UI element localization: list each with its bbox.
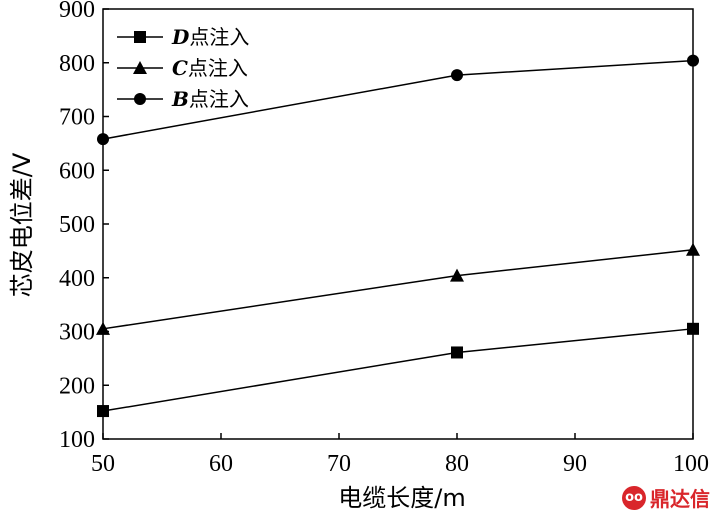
y-tick-label: 400 bbox=[59, 266, 95, 292]
data-point bbox=[687, 54, 699, 67]
x-tick-label: 90 bbox=[563, 451, 587, 477]
watermark-text: 鼎达信 bbox=[650, 487, 710, 511]
y-axis-title: 芯皮电位差/V bbox=[8, 152, 36, 297]
legend-marker bbox=[133, 61, 147, 74]
data-point bbox=[96, 321, 110, 335]
x-tick-label: 80 bbox=[445, 451, 469, 477]
series-c bbox=[96, 242, 700, 335]
y-tick-label: 100 bbox=[59, 427, 95, 453]
series-layer bbox=[96, 54, 700, 418]
data-point bbox=[451, 346, 463, 359]
legend-item: D点注入 bbox=[117, 25, 249, 49]
legend-item: C点注入 bbox=[117, 56, 248, 80]
legend-label-suffix: 点注入 bbox=[189, 87, 249, 111]
legend-label-suffix: 点注入 bbox=[188, 56, 248, 80]
series-line bbox=[102, 328, 694, 412]
data-point bbox=[97, 133, 109, 146]
y-tick-label: 700 bbox=[59, 105, 95, 131]
x-axis: 50 60 70 80 90 100 bbox=[91, 433, 709, 477]
watermark: oo 鼎达信 bbox=[622, 483, 710, 512]
y-tick-label: 500 bbox=[59, 212, 95, 238]
series-b bbox=[97, 54, 699, 146]
data-point bbox=[687, 322, 699, 335]
x-axis-title: 电缆长度/m bbox=[338, 484, 465, 512]
x-tick-label: 100 bbox=[673, 451, 709, 477]
legend-item: B点注入 bbox=[117, 87, 249, 111]
data-point bbox=[451, 69, 463, 82]
watermark-logo-icon: oo bbox=[622, 485, 646, 510]
legend-label: B点注入 bbox=[171, 87, 249, 111]
legend-label-letter: B bbox=[171, 87, 189, 111]
y-tick-label: 300 bbox=[59, 320, 95, 346]
series-line bbox=[102, 249, 694, 330]
x-tick-label: 50 bbox=[91, 451, 115, 477]
x-tick-label: 60 bbox=[209, 451, 233, 477]
data-point bbox=[686, 242, 700, 256]
legend-marker bbox=[134, 93, 146, 105]
legend-label-suffix: 点注入 bbox=[189, 25, 249, 49]
data-point bbox=[97, 405, 109, 418]
legend-label: D点注入 bbox=[171, 25, 249, 49]
legend-label-letter: D bbox=[171, 25, 190, 49]
y-tick-label: 800 bbox=[59, 51, 95, 77]
y-tick-label: 600 bbox=[59, 158, 95, 184]
y-axis: 100 200 300 400 500 600 700 800 900 bbox=[59, 0, 109, 453]
y-tick-label: 200 bbox=[59, 373, 95, 399]
legend-label-letter: C bbox=[172, 56, 188, 80]
series-d bbox=[97, 322, 699, 418]
data-point bbox=[450, 268, 464, 282]
legend-label: C点注入 bbox=[172, 56, 248, 80]
x-tick-label: 70 bbox=[327, 451, 351, 477]
legend-marker bbox=[134, 31, 146, 43]
y-tick-label: 900 bbox=[59, 0, 95, 23]
